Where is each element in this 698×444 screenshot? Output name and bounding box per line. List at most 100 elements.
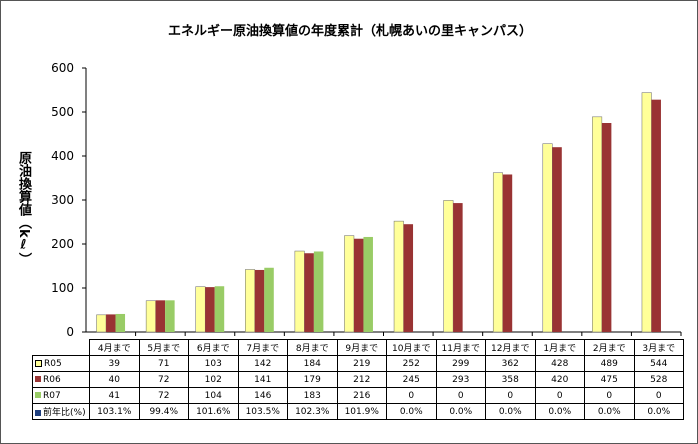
legend-label: 前年比(%) [43, 408, 86, 418]
data-cell: 39 [89, 355, 140, 372]
bar-r07 [264, 267, 274, 332]
data-cell: 40 [89, 371, 140, 388]
bar-r05 [492, 172, 503, 333]
data-cell: 0 [435, 387, 486, 404]
category-label: 10月まで [386, 339, 437, 356]
bar-r06 [155, 300, 166, 332]
data-cell: 528 [633, 371, 684, 388]
legend-entry: R05 [32, 355, 90, 372]
data-cell: 103 [188, 355, 239, 372]
category-label: 7月まで [237, 339, 288, 356]
bar-r05 [393, 220, 404, 333]
data-cell: 101.6% [188, 403, 239, 420]
data-cell: 72 [138, 371, 189, 388]
data-cell: 299 [435, 355, 486, 372]
category-label: 11月まで [435, 339, 486, 356]
bar-r06 [651, 99, 661, 333]
bar-r05 [195, 286, 206, 333]
bar-r06 [502, 174, 513, 332]
bar-r06 [304, 253, 314, 332]
table-row: 前年比(%) 103.1% 99.4% 101.6% 103.5% 102.3% 101.9… [32, 403, 684, 420]
legend-label: R07 [43, 390, 61, 401]
data-cell: 146 [237, 387, 288, 404]
data-cell: 0 [485, 387, 536, 404]
bar-r05 [542, 143, 553, 333]
data-cell: 420 [534, 371, 585, 388]
bar-r06 [403, 224, 414, 332]
bar-r05 [96, 314, 107, 333]
data-cell: 184 [287, 355, 338, 372]
legend-swatch [35, 359, 42, 367]
data-cell: 0 [386, 387, 437, 404]
data-cell: 99.4% [138, 403, 189, 420]
y-tick-label: 400 [51, 149, 74, 163]
bar-r07 [214, 286, 225, 332]
y-tick-label: 600 [51, 61, 74, 75]
bar-r07 [165, 300, 175, 332]
data-cell: 142 [237, 355, 288, 372]
bar-r05 [294, 250, 305, 333]
category-label: 1月まで [534, 339, 585, 356]
bar-r06 [205, 287, 215, 332]
data-cell: 183 [287, 387, 338, 404]
bar-r05 [245, 269, 256, 333]
data-cell: 293 [435, 371, 486, 388]
data-cell: 103.1% [89, 403, 140, 420]
category-label: 12月まで [485, 339, 536, 356]
y-tick-label: 200 [51, 237, 74, 251]
y-tick-label: 100 [51, 281, 74, 295]
data-cell: 358 [485, 371, 536, 388]
y-tick-label: 300 [51, 193, 74, 207]
bar-r06 [254, 269, 265, 332]
data-cell: 103.5% [237, 403, 288, 420]
data-cell: 252 [386, 355, 437, 372]
category-label: 3月まで [633, 339, 684, 356]
data-cell: 71 [138, 355, 189, 372]
bar-r05 [641, 92, 652, 333]
bar-r06 [601, 123, 612, 332]
data-cell: 428 [534, 355, 585, 372]
data-cell: 0 [633, 387, 684, 404]
data-cell: 0.0% [485, 403, 536, 420]
data-cell: 141 [237, 371, 288, 388]
data-cell: 72 [138, 387, 189, 404]
table-corner [33, 340, 90, 356]
y-tick-label: 500 [51, 105, 74, 119]
bar-r05 [592, 116, 603, 333]
data-cell: 0 [584, 387, 635, 404]
table-row: R05 39 71 103 142 184 219 252 299 362 428 489 544 [32, 355, 684, 372]
data-cell: 41 [89, 387, 140, 404]
bar-r07 [115, 313, 126, 332]
data-cell: 362 [485, 355, 536, 372]
table-row: R06 40 72 102 141 179 212 245 293 358 420 475 528 [32, 371, 684, 388]
legend-entry: 前年比(%) [32, 403, 90, 420]
data-cell: 179 [287, 371, 338, 388]
data-cell: 102.3% [287, 403, 338, 420]
data-cell: 544 [633, 355, 684, 372]
data-cell: 475 [584, 371, 635, 388]
bar-r05 [145, 300, 156, 333]
y-axis-label: 原油換算値（kℓ） [16, 151, 31, 266]
data-cell: 104 [188, 387, 239, 404]
bar-r06 [106, 314, 116, 332]
data-cell: 212 [336, 371, 387, 388]
data-cell: 219 [336, 355, 387, 372]
chart-title: エネルギー原油換算値の年度累計（札幌あいの里キャンパス） [167, 24, 532, 39]
y-tick-label: 0 [66, 325, 74, 339]
data-cell: 0.0% [584, 403, 635, 420]
legend-entry: R07 [32, 387, 90, 404]
data-cell: 102 [188, 371, 239, 388]
legend-swatch [35, 409, 41, 416]
data-cell: 0.0% [386, 403, 437, 420]
table-row: R07 41 72 104 146 183 216 0 0 0 0 0 0 [32, 387, 684, 404]
category-label: 9月まで [336, 339, 387, 356]
data-cell: 245 [386, 371, 437, 388]
bar-r07 [363, 236, 373, 332]
data-cell: 0.0% [435, 403, 486, 420]
bar-r07 [313, 251, 324, 332]
legend-entry: R06 [32, 371, 90, 388]
category-label: 2月まで [584, 339, 635, 356]
bar-r06 [453, 203, 463, 332]
